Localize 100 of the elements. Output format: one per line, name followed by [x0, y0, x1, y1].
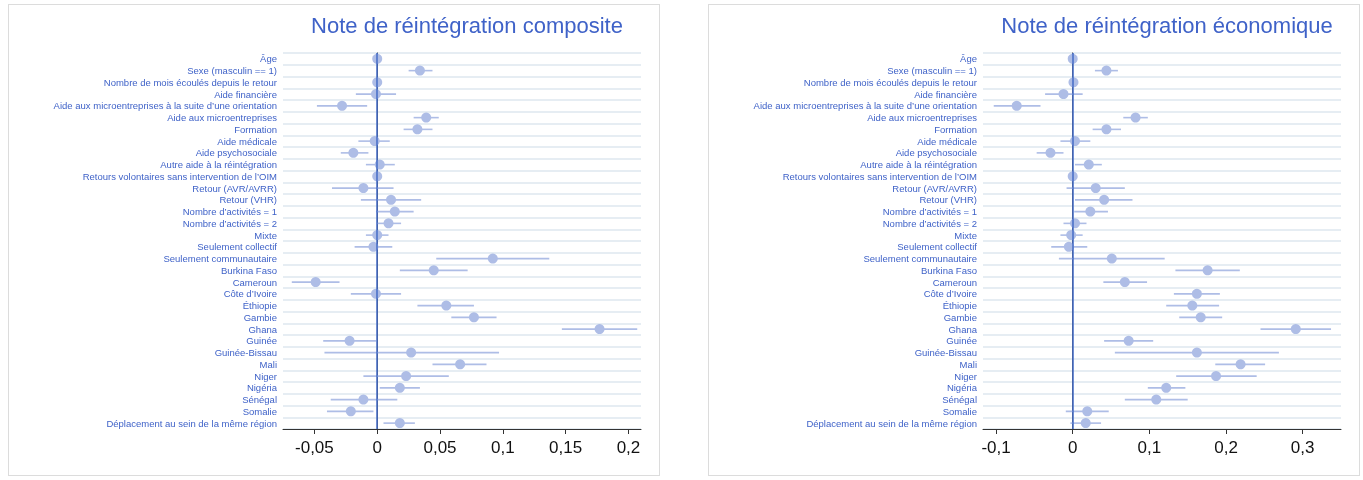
x-tick-label: 0,3: [1290, 438, 1315, 457]
point: [344, 335, 355, 346]
x-tick-label: 0,1: [1137, 438, 1162, 457]
point: [1151, 394, 1162, 405]
y-tick-label: Niger: [254, 370, 277, 382]
y-tick-label: Aide aux microentreprises à la suite d’une orientation: [53, 100, 277, 112]
point: [1101, 124, 1112, 135]
y-tick-label: Nombre d’activités = 1: [882, 206, 977, 218]
point: [1085, 206, 1096, 217]
x-tick-label: 0,05: [423, 438, 457, 457]
point: [1080, 418, 1091, 429]
point: [1161, 382, 1172, 393]
y-tick-label: Seulement collectif: [197, 241, 278, 253]
y-tick-label: Nombre de mois écoulés depuis le retour: [103, 76, 277, 88]
point: [594, 324, 605, 335]
point: [428, 265, 439, 276]
point: [1090, 183, 1101, 194]
y-tick-label: Nigéria: [246, 382, 278, 394]
point: [401, 371, 412, 382]
point: [1191, 288, 1202, 299]
point: [345, 406, 356, 417]
y-tick-label: Aide psychosociale: [895, 147, 977, 159]
point: [394, 418, 405, 429]
y-tick-label: Nombre de mois écoulés depuis le retour: [803, 76, 977, 88]
point: [1123, 335, 1134, 346]
point: [1045, 147, 1056, 158]
x-tick-label: -0,05: [295, 438, 334, 457]
y-tick-label: Retour (AVR/AVRR): [192, 182, 277, 194]
y-tick-label: Mixte: [954, 229, 977, 241]
chart-title: Note de réintégration économique: [1001, 12, 1333, 38]
y-tick-label: Guinée: [946, 335, 977, 347]
y-tick-label: Aide psychosociale: [195, 147, 277, 159]
point: [1187, 300, 1198, 311]
y-tick-label: Seulement communautaire: [163, 253, 277, 265]
y-tick-label: Niger: [954, 370, 977, 382]
point: [337, 100, 348, 111]
point: [310, 277, 321, 288]
y-tick-label: Déplacement au sein de la même région: [106, 417, 277, 429]
point: [1130, 112, 1141, 123]
y-tick-label: Mali: [259, 358, 277, 370]
y-tick-label: Nombre d’activités = 2: [882, 217, 977, 229]
y-tick-label: Nigéria: [946, 382, 978, 394]
y-tick-label: Gambie: [943, 311, 977, 323]
y-tick-label: Ghana: [248, 323, 278, 335]
point: [1195, 312, 1206, 323]
y-tick-label: Aide médicale: [217, 135, 277, 147]
point: [1211, 371, 1222, 382]
point: [389, 206, 400, 217]
y-tick-label: Seulement collectif: [897, 241, 978, 253]
point: [1083, 159, 1094, 170]
y-tick-label: Autre aide à la réintégration: [860, 159, 977, 171]
point: [394, 382, 405, 393]
y-tick-label: Retours volontaires sans intervention de l’OIM: [782, 170, 978, 182]
y-tick-label: Retours volontaires sans intervention de l’OIM: [82, 170, 278, 182]
point: [441, 300, 452, 311]
y-tick-label: Mixte: [254, 229, 277, 241]
y-tick-label: Guinée-Bissau: [914, 347, 977, 359]
y-tick-label: Retour (AVR/AVRR): [892, 182, 977, 194]
point: [1099, 194, 1110, 205]
y-tick-label: Autre aide à la réintégration: [160, 159, 277, 171]
point: [1235, 359, 1246, 370]
y-tick-label: Somalie: [242, 405, 277, 417]
x-tick-label: 0,2: [1214, 438, 1238, 457]
y-tick-label: Déplacement au sein de la même région: [806, 417, 977, 429]
point: [1202, 265, 1213, 276]
point: [358, 183, 369, 194]
x-tick-label: -0,1: [981, 438, 1011, 457]
point: [414, 65, 425, 76]
point: [358, 394, 369, 405]
point: [412, 124, 423, 135]
y-tick-label: Nombre d’activités = 1: [182, 206, 277, 218]
y-tick-label: Retour (VHR): [219, 194, 277, 206]
y-tick-label: Formation: [234, 123, 277, 135]
x-tick-label: 0: [1067, 438, 1078, 457]
y-tick-label: Éthiopie: [942, 300, 977, 312]
y-tick-label: Aide financière: [914, 88, 977, 100]
x-tick-label: 0,15: [549, 438, 583, 457]
point: [455, 359, 466, 370]
y-tick-label: Côte d’Ivoire: [923, 288, 977, 300]
point: [1290, 324, 1301, 335]
y-tick-label: Burkina Faso: [221, 264, 277, 276]
y-tick-label: Aide aux microentreprises: [167, 112, 278, 124]
x-tick-label: 0,1: [491, 438, 515, 457]
y-tick-label: Âge: [960, 53, 977, 65]
point: [1011, 100, 1022, 111]
point: [1106, 253, 1117, 264]
y-tick-label: Mali: [959, 358, 977, 370]
y-tick-label: Sénégal: [242, 394, 277, 406]
y-tick-label: Aide aux microentreprises: [867, 112, 978, 124]
x-tick-label: 0: [372, 438, 382, 457]
y-tick-label: Guinée-Bissau: [214, 347, 277, 359]
y-tick-label: Sénégal: [942, 394, 977, 406]
y-tick-label: Sexe (masculin == 1): [887, 65, 977, 77]
point: [348, 147, 359, 158]
y-tick-label: Burkina Faso: [921, 264, 977, 276]
point: [406, 347, 417, 358]
y-tick-label: Aide financière: [214, 88, 277, 100]
point: [1082, 406, 1093, 417]
y-tick-label: Aide aux microentreprises à la suite d’une orientation: [753, 100, 977, 112]
chart-title: Note de réintégration composite: [311, 12, 623, 38]
